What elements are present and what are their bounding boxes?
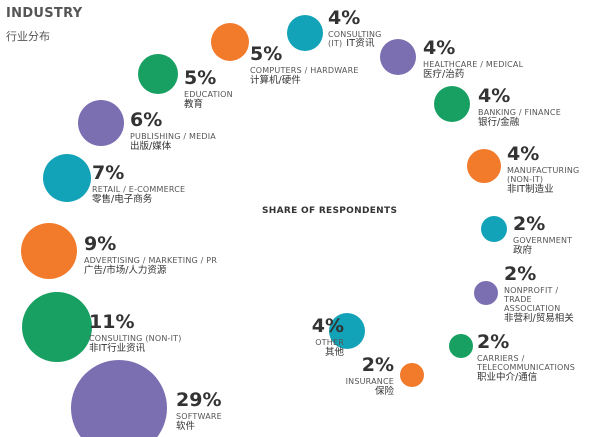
bubble-education [138, 54, 178, 94]
name-zh-manufacturing-non-it: 非IT制造业 [507, 184, 554, 196]
center-label: SHARE OF RESPONDENTS [262, 206, 398, 216]
label-retail-e-commerce: 7% RETAIL / E-COMMERCE 零售/电子商务 [92, 162, 186, 206]
chart-title-zh: 行业分布 [6, 30, 50, 43]
bubble-insurance [400, 363, 424, 387]
name-computers-hardware: COMPUTERS / HARDWARE [250, 65, 359, 75]
name-retail-e-commerce: RETAIL / E-COMMERCE [92, 184, 186, 194]
name-zh-advertising-marketing-pr: 广告/市场/人力资源 [84, 265, 167, 277]
value-government: 2% [513, 213, 546, 235]
name-advertising-marketing-pr: ADVERTISING / MARKETING / PR [84, 255, 218, 265]
value-manufacturing-non-it: 4% [507, 143, 540, 165]
value-publishing-media: 6% [130, 109, 163, 131]
name-zh-consulting-non-it: 非IT行业资讯 [89, 343, 146, 355]
value-retail-e-commerce: 7% [92, 162, 125, 184]
label-manufacturing-non-it: 4% MANUFACTURING (NON-IT) 非IT制造业 [507, 143, 580, 196]
name-software: SOFTWARE [176, 411, 222, 421]
value-insurance: 2% [361, 354, 394, 376]
label-consulting-it: 4% CONSULTING (IT) IT资讯 [328, 7, 382, 50]
value-consulting-it: 4% [328, 7, 361, 29]
value-other: 4% [311, 315, 344, 337]
name-zh-computers-hardware: 计算机/硬件 [250, 75, 301, 87]
label-banking-finance: 4% BANKING / FINANCE 银行/金融 [478, 85, 561, 129]
value-carriers-telecommunications: 2% [477, 331, 510, 353]
bubble-publishing-media [78, 100, 124, 146]
value-advertising-marketing-pr: 9% [84, 233, 117, 255]
label-publishing-media: 6% PUBLISHING / MEDIA 出版/媒体 [130, 109, 216, 153]
label-nonprofit-trade-association: 2% NONPROFIT / TRADE ASSOCIATION 非营利/贸易相关 [504, 263, 574, 325]
bubble-nonprofit-trade-association [474, 281, 498, 305]
bubble-healthcare-medical [380, 39, 416, 75]
name-zh-healthcare-medical: 医疗/治药 [423, 69, 465, 81]
name-zh-software: 软件 [176, 421, 196, 433]
label-advertising-marketing-pr: 9% ADVERTISING / MARKETING / PR 广告/市场/人力资源 [84, 233, 218, 277]
bubble-software [71, 360, 167, 437]
name-zh-nonprofit-trade-association: 非营利/贸易相关 [504, 313, 574, 325]
name-nonprofit-trade-association: NONPROFIT / TRADE ASSOCIATION [504, 285, 561, 314]
name-zh-consulting-it: IT资讯 [346, 38, 375, 50]
value-computers-hardware: 5% [250, 43, 283, 65]
name-insurance: INSURANCE [345, 376, 394, 386]
chart-title: INDUSTRY [6, 6, 83, 21]
label-consulting-non-it: 11% CONSULTING (NON-IT) 非IT行业资讯 [89, 311, 182, 355]
value-software: 29% [176, 389, 222, 411]
name-zh-government: 政府 [513, 245, 533, 257]
label-education: 5% EDUCATION 教育 [184, 67, 233, 111]
value-consulting-non-it: 11% [89, 311, 135, 333]
name-zh-other: 其他 [324, 347, 344, 359]
name-consulting-non-it: CONSULTING (NON-IT) [89, 333, 182, 343]
bubble-advertising-marketing-pr [21, 223, 77, 279]
label-carriers-telecommunications: 2% CARRIERS / TELECOMMUNICATIONS 职业中介/通信 [477, 331, 575, 384]
name-zh-carriers-telecommunications: 职业中介/通信 [477, 372, 538, 384]
name-education: EDUCATION [184, 89, 233, 99]
bubble-carriers-telecommunications [449, 334, 473, 358]
label-insurance: 2% INSURANCE 保险 [345, 354, 394, 398]
label-government: 2% GOVERNMENT 政府 [513, 213, 573, 257]
name-manufacturing-non-it: MANUFACTURING (NON-IT) [507, 165, 580, 185]
name-zh-banking-finance: 银行/金融 [478, 117, 520, 129]
name-zh-retail-e-commerce: 零售/电子商务 [92, 194, 153, 206]
bubble-manufacturing-non-it [467, 149, 501, 183]
bubble-retail-e-commerce [43, 154, 91, 202]
value-banking-finance: 4% [478, 85, 511, 107]
value-education: 5% [184, 67, 217, 89]
bubble-consulting-it [287, 15, 323, 51]
name-zh-insurance: 保险 [374, 386, 394, 398]
value-nonprofit-trade-association: 2% [504, 263, 537, 285]
label-healthcare-medical: 4% HEALTHCARE / MEDICAL 医疗/治药 [423, 37, 524, 81]
name-healthcare-medical: HEALTHCARE / MEDICAL [423, 59, 524, 69]
bubble-computers-hardware [211, 23, 249, 61]
bubble-consulting-non-it [22, 292, 92, 362]
name-zh-education: 教育 [184, 99, 204, 111]
name-publishing-media: PUBLISHING / MEDIA [130, 131, 216, 141]
label-software: 29% SOFTWARE 软件 [176, 389, 222, 433]
label-computers-hardware: 5% COMPUTERS / HARDWARE 计算机/硬件 [250, 43, 359, 87]
name-zh-publishing-media: 出版/媒体 [130, 141, 172, 153]
name-other: OTHER [315, 337, 344, 347]
bubble-banking-finance [434, 86, 470, 122]
name-carriers-telecommunications: CARRIERS / TELECOMMUNICATIONS [477, 353, 575, 373]
value-healthcare-medical: 4% [423, 37, 456, 59]
name-banking-finance: BANKING / FINANCE [478, 107, 561, 117]
name-consulting-it: CONSULTING (IT) IT资讯 [328, 29, 382, 50]
name-government: GOVERNMENT [513, 235, 573, 245]
label-other: 4% OTHER 其他 [311, 315, 344, 359]
bubble-other [329, 313, 365, 349]
bubble-government [481, 216, 507, 242]
